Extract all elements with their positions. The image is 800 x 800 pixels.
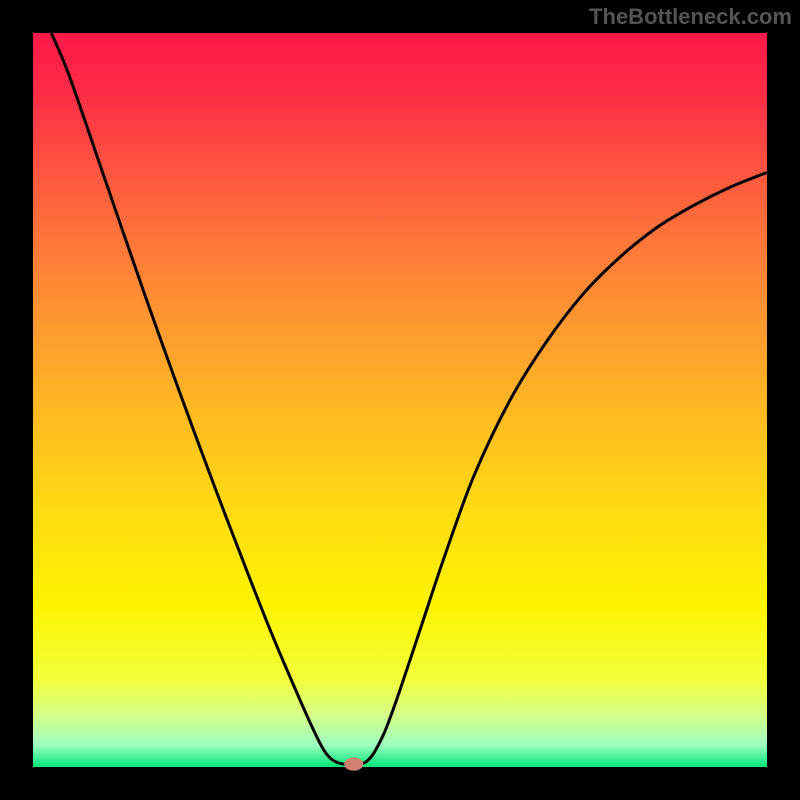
watermark-text: TheBottleneck.com bbox=[589, 4, 792, 30]
chart-container: TheBottleneck.com bbox=[0, 0, 800, 800]
minimum-marker bbox=[344, 757, 363, 770]
gradient-rect bbox=[33, 33, 767, 767]
chart-svg bbox=[0, 0, 800, 800]
